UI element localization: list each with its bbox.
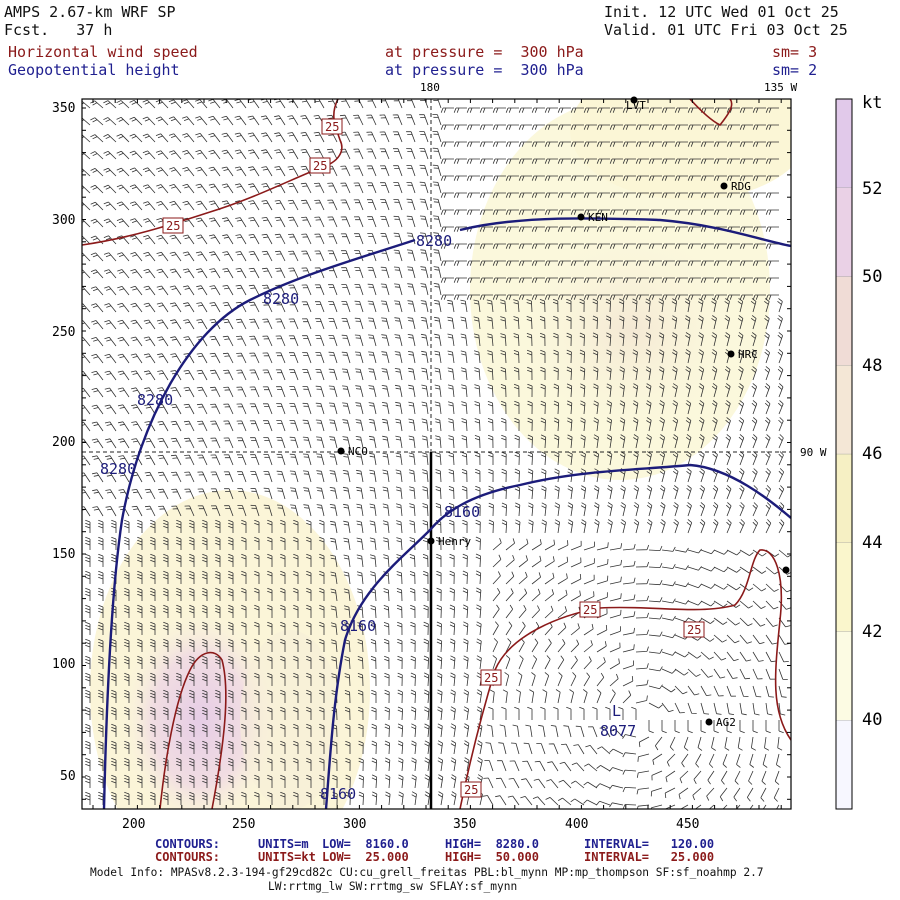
station-label-nco: NCO xyxy=(348,445,368,458)
y-tick-label: 300 xyxy=(52,213,75,228)
speed-label: 25 xyxy=(687,623,701,637)
colorbar-tick: 46 xyxy=(862,444,882,464)
height-label: 8160 xyxy=(444,503,480,521)
field2-name: Geopotential height xyxy=(8,61,180,79)
y-tick-label: 150 xyxy=(52,547,75,562)
lon-label-90w: 90 W xyxy=(800,446,827,459)
footer-interval-speed: INTERVAL= 25.000 xyxy=(584,850,715,864)
station-label-rdg: RDG xyxy=(731,180,751,193)
footer-contours-label-speed: CONTOURS: xyxy=(155,850,221,864)
speed-contour-25-ne xyxy=(689,99,733,127)
footer-units-speed: UNITS=kt xyxy=(258,850,316,864)
station-label-henry: Henry xyxy=(438,535,471,548)
height-contour-8160 xyxy=(324,463,791,809)
footer-low-height: LOW= 8160.0 xyxy=(322,837,409,851)
station-marker-lvt xyxy=(630,96,638,104)
y-tick-label: 100 xyxy=(52,657,75,672)
model-info: Model Info: MPASv8.2.3-194-gf29cd82c CU:… xyxy=(90,866,764,879)
speed-label: 25 xyxy=(325,120,339,134)
y-tick-label: 350 xyxy=(52,101,75,116)
y-tick-label: 250 xyxy=(52,325,75,340)
model-title: AMPS 2.67-km WRF SP xyxy=(4,3,176,21)
low-pressure-marker: L xyxy=(612,702,621,720)
speed-contour-25-west xyxy=(159,651,227,809)
lon-label-135w: 135 W xyxy=(764,81,797,94)
plot-frame xyxy=(81,98,792,810)
speed-label: 25 xyxy=(484,671,498,685)
height-label: 8280 xyxy=(416,232,452,250)
y-tick-label: 50 xyxy=(60,769,76,784)
field1-name: Horizontal wind speed xyxy=(8,43,198,61)
x-tick-label: 400 xyxy=(565,817,588,832)
colorbar-tick: 42 xyxy=(862,622,882,642)
lon-label-180: 180 xyxy=(420,81,440,94)
station-label-hrc: HRC xyxy=(738,348,758,361)
station-marker-edge xyxy=(782,566,790,574)
station-label-ken: KEN xyxy=(588,211,608,224)
field1-level: at pressure = 300 hPa xyxy=(385,43,584,61)
height-contour-8280-west xyxy=(102,238,416,809)
field1-smoothing: sm= 3 xyxy=(772,43,818,61)
footer-units-height: UNITS=m xyxy=(258,837,309,851)
init-time: Init. 12 UTC Wed 01 Oct 25 xyxy=(604,3,839,21)
speed-label: 25 xyxy=(166,219,180,233)
footer-high-speed: HIGH= 50.000 xyxy=(445,850,539,864)
height-label: 8160 xyxy=(320,785,356,803)
speed-label: 25 xyxy=(583,603,597,617)
y-tick-label: 200 xyxy=(52,435,75,450)
footer-contours-label-height: CONTOURS: xyxy=(155,837,221,851)
footer-high-height: HIGH= 8280.0 xyxy=(445,837,539,851)
colorbar-tick: 48 xyxy=(862,356,882,376)
valid-time: Valid. 01 UTC Fri 03 Oct 25 xyxy=(604,21,848,39)
height-contour-8280-east xyxy=(459,217,791,248)
x-tick-label: 200 xyxy=(122,817,145,832)
footer-low-speed: LOW= 25.000 xyxy=(322,850,409,864)
station-marker-nco xyxy=(337,447,345,455)
station-marker-henry xyxy=(427,537,435,545)
x-tick-label: 350 xyxy=(453,817,476,832)
station-label-ag2: AG2 xyxy=(716,716,736,729)
height-label: 8280 xyxy=(263,290,299,308)
colorbar-tick: 52 xyxy=(862,179,882,199)
height-label: 8280 xyxy=(137,391,173,409)
station-label-lvt: LVT xyxy=(626,99,646,112)
station-marker-rdg xyxy=(720,182,728,190)
field2-level: at pressure = 300 hPa xyxy=(385,61,584,79)
colorbar-tick: 44 xyxy=(862,533,882,553)
forecast-hour: Fcst. 37 h xyxy=(4,21,113,39)
height-label: 8160 xyxy=(340,617,376,635)
station-marker-hrc xyxy=(727,350,735,358)
x-tick-label: 250 xyxy=(232,817,255,832)
station-marker-ken xyxy=(577,213,585,221)
speed-label: 25 xyxy=(464,783,478,797)
model-info-radiation: LW:rrtmg_lw SW:rrtmg_sw SFLAY:sf_mynn xyxy=(268,880,518,893)
field2-smoothing: sm= 2 xyxy=(772,61,818,79)
colorbar-tick: 50 xyxy=(862,267,882,287)
height-label-low: 8077 xyxy=(600,722,636,740)
colorbar-unit: kt xyxy=(862,93,882,113)
station-marker-ag2 xyxy=(705,718,713,726)
x-tick-label: 450 xyxy=(676,817,699,832)
x-tick-label: 300 xyxy=(343,817,366,832)
colorbar: kt 52 50 48 46 44 42 40 xyxy=(835,93,882,810)
footer-interval-height: INTERVAL= 120.00 xyxy=(584,837,715,851)
height-label: 8280 xyxy=(100,460,136,478)
speed-label: 25 xyxy=(313,159,327,173)
colorbar-tick: 40 xyxy=(862,710,882,730)
